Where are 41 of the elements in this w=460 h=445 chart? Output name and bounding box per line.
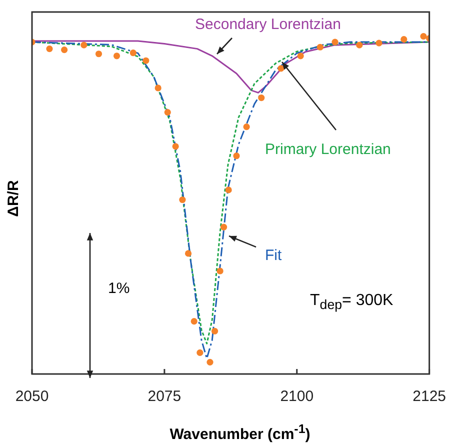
text: Fit	[265, 247, 282, 264]
x-tick-label: 2100	[280, 388, 314, 406]
point	[113, 52, 120, 60]
point	[154, 84, 162, 92]
series-label: Secondary Lorentzian	[195, 16, 341, 33]
point	[376, 40, 382, 46]
point	[172, 143, 179, 150]
point	[332, 38, 338, 46]
point	[420, 33, 427, 40]
point	[216, 268, 224, 274]
point	[61, 46, 68, 54]
point	[258, 94, 265, 102]
y-axis-title: ΔR/R	[4, 180, 22, 217]
point	[206, 358, 214, 366]
point	[130, 50, 136, 56]
point	[196, 349, 204, 356]
point	[95, 50, 102, 58]
point	[400, 36, 408, 43]
point	[297, 52, 304, 60]
x-tick-label: 2075	[148, 388, 182, 406]
annotation: 1%	[108, 280, 130, 297]
point	[142, 57, 150, 64]
point	[316, 44, 324, 50]
annotation: T$_{dep}$= 300K	[310, 292, 394, 312]
point	[179, 196, 186, 204]
point	[184, 250, 192, 257]
point	[278, 65, 284, 72]
x-tick-label: 2050	[15, 388, 49, 406]
x-tick-label: 2125	[412, 388, 446, 406]
point	[46, 46, 53, 52]
x-axis-title: Wavenumber (cm$^{-1}$)	[168, 422, 312, 443]
point	[243, 124, 250, 130]
point	[190, 318, 198, 325]
point	[225, 186, 232, 194]
point	[220, 224, 228, 230]
point	[80, 42, 88, 48]
text: Primary Lorentzian	[265, 141, 391, 158]
point	[211, 328, 218, 334]
point	[356, 42, 363, 48]
point	[233, 152, 240, 160]
point	[164, 108, 171, 116]
